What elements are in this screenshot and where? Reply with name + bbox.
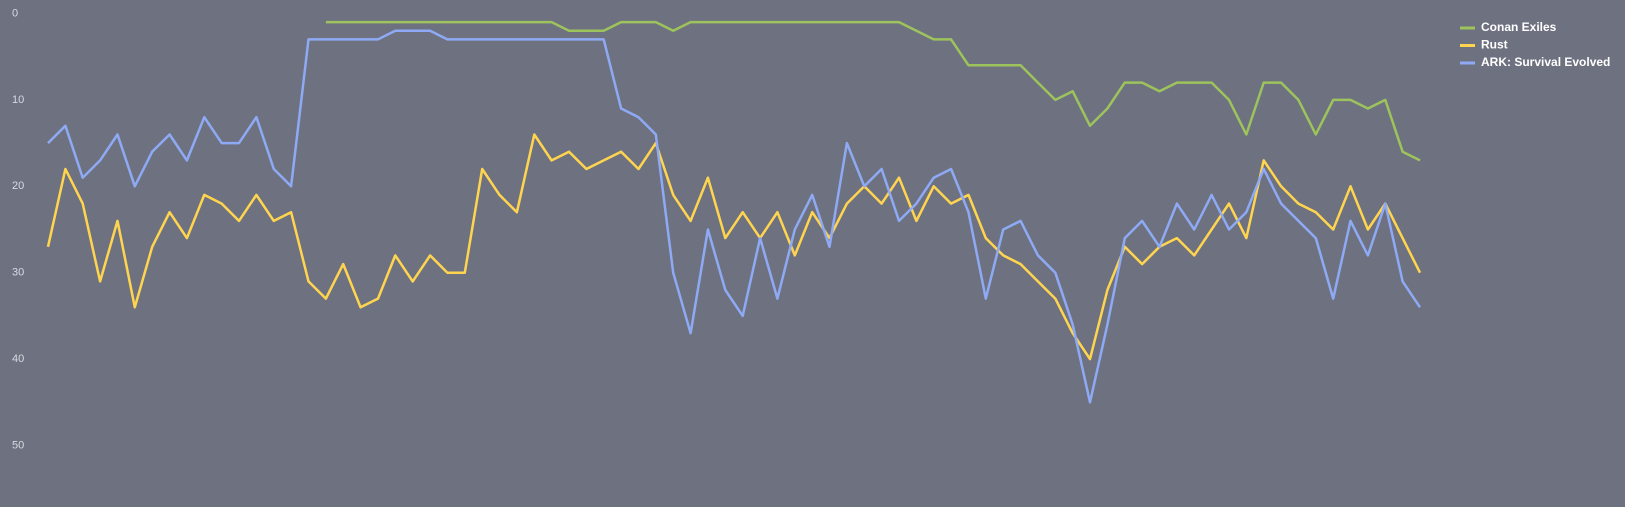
series-line	[325, 20, 1421, 162]
y-tick-label: 10	[12, 94, 24, 106]
y-tick-label: 30	[12, 267, 24, 279]
legend-label: ARK: Survival Evolved	[1481, 55, 1610, 69]
y-tick-label: 50	[12, 439, 24, 451]
series-line	[46, 133, 1422, 361]
legend-label: Rust	[1481, 38, 1508, 52]
series-line	[47, 29, 1422, 404]
y-tick-label: 20	[12, 180, 24, 192]
y-tick-label: 40	[12, 353, 24, 365]
legend-label: Conan Exiles	[1481, 20, 1557, 34]
y-tick-label: 0	[12, 7, 18, 19]
